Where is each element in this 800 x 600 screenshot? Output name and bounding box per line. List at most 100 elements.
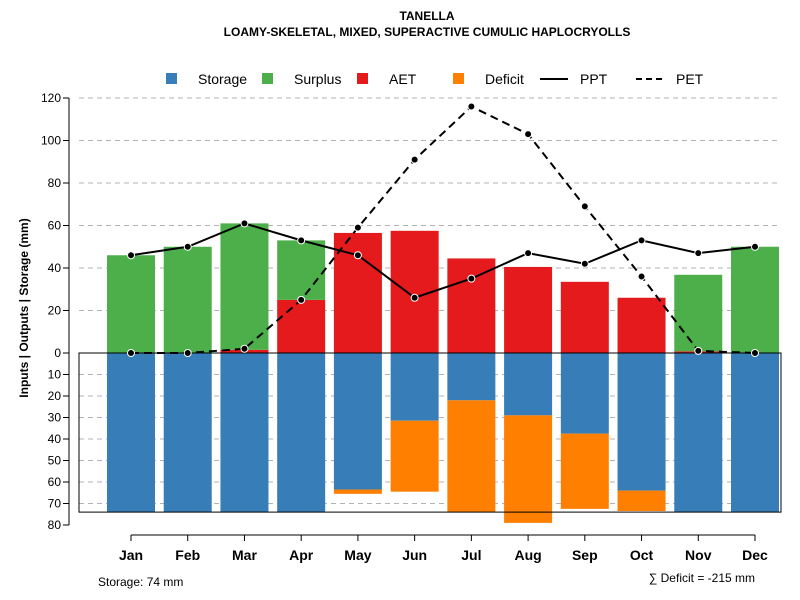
legend-swatch-surplus	[262, 73, 273, 84]
y-tick-label: 10	[48, 368, 62, 382]
ppt-point	[410, 293, 419, 302]
ppt-point	[297, 236, 306, 245]
month-label: Jul	[461, 547, 481, 563]
ppt-point	[127, 251, 135, 260]
month-label: May	[344, 547, 371, 563]
chart-subtitle: LOAMY-SKELETAL, MIXED, SUPERACTIVE CUMUL…	[224, 25, 631, 39]
ppt-point	[240, 219, 249, 228]
ppt-point	[580, 259, 589, 268]
y-tick-label: 20	[48, 389, 62, 403]
y-tick-label: 60	[48, 219, 62, 233]
storage-bar	[390, 353, 439, 421]
y-tick-label: 60	[48, 475, 62, 489]
month-label: Jan	[119, 547, 143, 563]
pet-point	[183, 349, 192, 357]
storage-bar	[674, 353, 723, 513]
month-label: Nov	[685, 547, 712, 563]
legend-label-pet: PET	[676, 71, 704, 87]
deficit-bar	[333, 489, 382, 494]
pet-point	[524, 130, 533, 139]
ppt-line	[130, 222, 756, 299]
pet-point	[467, 102, 476, 111]
chart-title: TANELLA	[399, 9, 454, 23]
surplus-bar	[731, 246, 779, 353]
y-tick-label: 70	[48, 497, 62, 511]
aet-bar	[277, 299, 326, 353]
y-tick-label: 80	[48, 176, 62, 190]
y-tick-label: 40	[48, 432, 62, 446]
y-tick-label: 40	[48, 261, 62, 275]
plot-area: 0 20 40 60 80 100 120 10 20 30 40 50 60 70 80 Jan Feb Mar…	[41, 91, 782, 563]
pet-point	[353, 223, 362, 232]
storage-bar	[731, 353, 779, 513]
legend-label-surplus: Surplus	[294, 71, 341, 87]
y-tick-label: 100	[41, 134, 61, 148]
legend: Storage Surplus AET Deficit PPT PET	[166, 71, 704, 87]
storage-bar	[617, 353, 666, 491]
legend-label-ppt: PPT	[580, 71, 608, 87]
ppt-point	[353, 251, 362, 260]
legend-label-storage: Storage	[198, 71, 247, 87]
storage-bar	[163, 353, 212, 513]
deficit-bar	[560, 433, 609, 509]
ppt-point	[637, 236, 646, 245]
pet-point	[127, 349, 135, 357]
ppt-point	[694, 249, 703, 258]
month-label: Apr	[289, 547, 314, 563]
total-deficit-note: ∑ Deficit = -215 mm	[649, 571, 755, 585]
pet-point	[694, 346, 703, 355]
deficit-bar	[390, 420, 439, 492]
storage-bar	[107, 353, 155, 513]
aet-bar	[560, 281, 609, 353]
y-tick-label: 20	[48, 304, 62, 318]
legend-label-aet: AET	[389, 71, 417, 87]
ppt-point	[751, 242, 759, 251]
deficit-bar	[617, 490, 666, 512]
surplus-bar	[674, 274, 723, 352]
month-label: Feb	[175, 547, 200, 563]
y-tick-label: 0	[54, 346, 61, 360]
month-label: Mar	[232, 547, 257, 563]
y-tick-label: 30	[48, 411, 62, 425]
y-tick-label: 120	[41, 91, 61, 105]
deficit-bar	[504, 415, 553, 523]
storage-bar	[333, 353, 382, 490]
surplus-bar	[277, 240, 326, 300]
storage-bar	[220, 353, 269, 513]
y-tick-label: 80	[48, 518, 62, 532]
month-label: Sep	[572, 547, 598, 563]
aet-bar	[447, 258, 496, 353]
pet-point	[240, 344, 249, 353]
month-label: Dec	[742, 547, 768, 563]
legend-swatch-storage	[166, 73, 177, 84]
legend-label-deficit: Deficit	[485, 71, 524, 87]
pet-point	[410, 155, 419, 164]
storage-bar	[504, 353, 553, 416]
storage-bar	[447, 353, 496, 401]
aet-bar	[617, 297, 666, 353]
ppt-point	[183, 242, 192, 251]
legend-swatch-aet	[357, 73, 368, 84]
aet-bar	[504, 266, 553, 353]
surplus-bar	[220, 223, 269, 350]
pet-point	[297, 295, 306, 304]
pet-point	[637, 272, 646, 281]
month-label: Jun	[402, 547, 427, 563]
storage-capacity-note: Storage: 74 mm	[98, 575, 183, 589]
y-tick-label: 50	[48, 454, 62, 468]
storage-bar	[560, 353, 609, 434]
surplus-bar	[107, 255, 155, 353]
month-label: Aug	[514, 547, 541, 563]
ppt-point	[524, 249, 533, 258]
deficit-bar	[447, 400, 496, 513]
legend-swatch-deficit	[453, 73, 464, 84]
month-label: Oct	[630, 547, 654, 563]
pet-point	[751, 349, 759, 357]
pet-line	[131, 105, 756, 354]
y-axis-label: Inputs | Outputs | Storage (mm)	[17, 218, 31, 397]
surplus-bar	[163, 246, 212, 353]
pet-point	[580, 202, 589, 211]
ppt-point	[467, 274, 476, 283]
storage-bar	[277, 353, 326, 513]
